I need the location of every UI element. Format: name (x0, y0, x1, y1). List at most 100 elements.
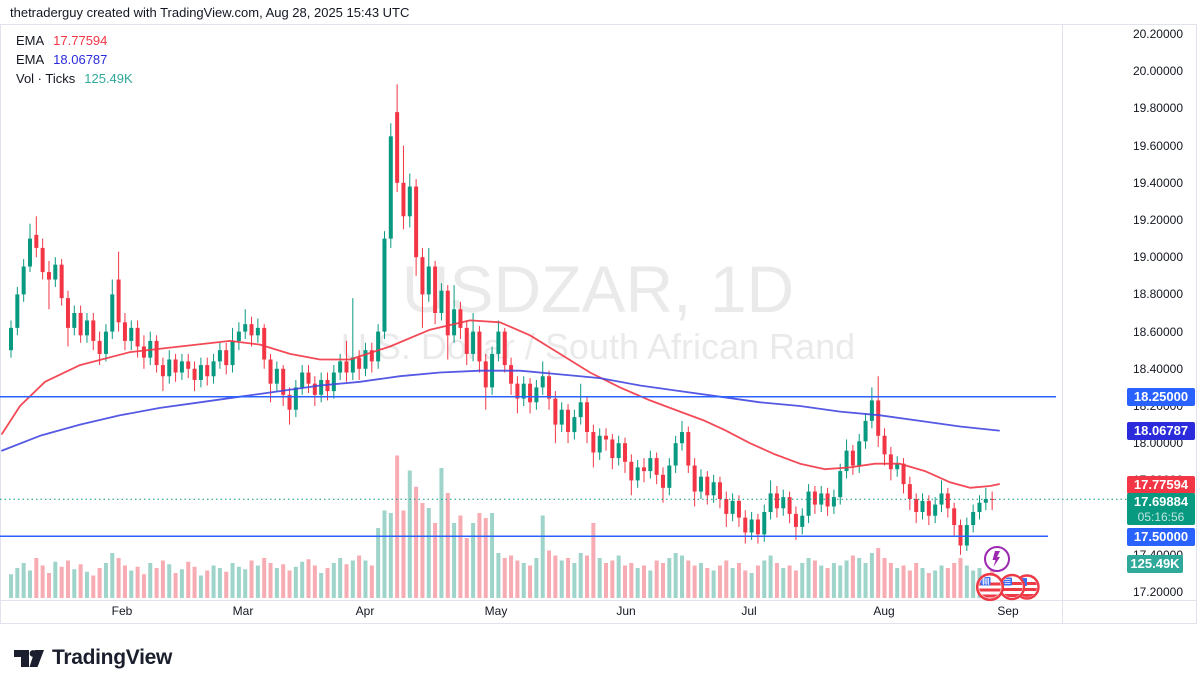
last-price-label: 17.69884 05:16:56 (1127, 493, 1195, 525)
volume-bar (46, 573, 51, 598)
candle-body (72, 313, 77, 328)
volume-bar (97, 568, 102, 598)
candle-body (755, 519, 760, 535)
volume-bar (198, 575, 203, 598)
axis-separator (1062, 24, 1063, 623)
candle-body (179, 361, 184, 373)
candle-body (869, 400, 874, 421)
volume-bar (262, 558, 267, 598)
volume-bar (312, 565, 317, 598)
legend-volume-value: 125.49K (84, 71, 133, 86)
volume-bar (122, 565, 127, 598)
left-border (0, 24, 1, 623)
candle-body (186, 361, 191, 369)
candle-body (711, 482, 716, 496)
candle-body (692, 465, 697, 492)
candle-body (850, 450, 855, 466)
candle-body (768, 493, 773, 513)
volume-bar (148, 563, 153, 598)
candle-body (540, 376, 545, 388)
candle-body (857, 441, 862, 466)
volume-bar (844, 560, 849, 598)
candle-body (724, 499, 729, 514)
volume-bar (293, 566, 298, 598)
price-axis[interactable]: 20.20000 20.00000 19.80000 19.60000 19.40000… (1063, 24, 1196, 623)
candle-body (407, 186, 412, 217)
volume-bar (72, 569, 77, 598)
month-label-aug: Aug (873, 604, 895, 618)
candle-body (528, 383, 533, 403)
usd-flag-coins-icon[interactable] (974, 571, 1042, 603)
candle-body (781, 497, 786, 509)
price-tick: 20.00000 (1132, 64, 1183, 79)
ema-fast-label: 17.77594 (1127, 476, 1195, 494)
volume-bar (496, 553, 501, 598)
candle-body (977, 502, 982, 513)
candle-body (160, 365, 165, 377)
volume-bar (414, 486, 419, 598)
volume-bar (604, 563, 609, 598)
volume-bar (186, 561, 191, 598)
volume-bar (863, 563, 868, 598)
candle-body (15, 294, 20, 328)
candle-body (553, 398, 558, 425)
volume-bar (547, 550, 552, 598)
volume-bar (736, 563, 741, 598)
price-tick: 18.80000 (1132, 287, 1183, 302)
volume-bar (401, 510, 406, 598)
candle-body (787, 497, 792, 514)
candle-body (591, 432, 596, 453)
lightning-icon[interactable] (983, 545, 1011, 573)
hline-lower-label: 17.50000 (1127, 528, 1195, 546)
tradingview-footer[interactable]: TradingView (14, 644, 172, 672)
volume-bar (350, 560, 355, 598)
candle-body (91, 320, 96, 341)
volume-bar (793, 570, 798, 598)
time-axis-bottom-border (0, 623, 1197, 624)
candle-body (901, 463, 906, 485)
time-axis[interactable]: Feb Mar Apr May Jun Jul Aug Sep (0, 600, 1062, 623)
candle-body (825, 493, 830, 507)
candle-body (667, 465, 672, 488)
month-label-jun: Jun (616, 604, 636, 618)
volume-bar (78, 564, 83, 598)
legend-volume[interactable]: Vol · Ticks 125.49K (16, 69, 133, 88)
right-border (1196, 24, 1197, 623)
volume-bar (578, 553, 583, 598)
candle-body (230, 340, 235, 366)
candle-body (800, 515, 805, 527)
volume-bar (116, 558, 121, 598)
volume-bar (762, 560, 767, 598)
volume-bar (825, 568, 830, 598)
flag-coin-1 (975, 572, 1005, 602)
candle-body (926, 500, 931, 516)
volume-bar (154, 568, 159, 598)
volume-bar (648, 570, 653, 598)
candle-body (46, 272, 51, 280)
candle-body (604, 435, 609, 440)
legend-ema-fast[interactable]: EMA 17.77594 (16, 31, 133, 50)
hline-upper-label: 18.25000 (1127, 388, 1195, 406)
volume-bar (553, 555, 558, 598)
candle-body (78, 313, 83, 336)
candle-body (395, 112, 400, 183)
candle-body (198, 365, 203, 380)
candle-body (420, 257, 425, 295)
candle-body (287, 394, 292, 410)
candle-body (357, 357, 362, 369)
volume-bar (597, 558, 602, 598)
legend-ema-slow[interactable]: EMA 18.06787 (16, 50, 133, 69)
volume-bar (623, 565, 628, 598)
volume-bar (642, 565, 646, 598)
candle-body (920, 500, 925, 513)
tradingview-brand-text: TradingView (52, 646, 173, 669)
candle-body (819, 493, 824, 505)
volume-bar (477, 513, 482, 598)
price-tick: 18.60000 (1132, 324, 1183, 339)
candle-body (990, 499, 995, 500)
candle-body (65, 298, 70, 328)
candle-body (464, 327, 469, 354)
candle-body (300, 372, 305, 388)
candle-body (21, 266, 26, 295)
